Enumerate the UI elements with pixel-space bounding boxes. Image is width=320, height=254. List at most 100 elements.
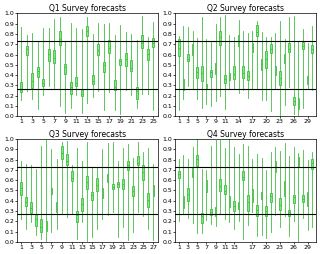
PathPatch shape — [242, 66, 244, 78]
PathPatch shape — [107, 174, 108, 182]
PathPatch shape — [201, 66, 203, 81]
PathPatch shape — [53, 50, 55, 63]
PathPatch shape — [284, 54, 285, 63]
PathPatch shape — [228, 73, 230, 80]
PathPatch shape — [233, 66, 235, 78]
PathPatch shape — [252, 189, 253, 202]
PathPatch shape — [147, 49, 148, 60]
PathPatch shape — [20, 182, 22, 195]
PathPatch shape — [270, 44, 272, 53]
PathPatch shape — [192, 168, 193, 177]
Title: Q2 Survey forecasts: Q2 Survey forecasts — [207, 4, 284, 13]
PathPatch shape — [76, 211, 78, 222]
PathPatch shape — [153, 185, 154, 196]
PathPatch shape — [238, 35, 239, 46]
PathPatch shape — [183, 196, 184, 208]
PathPatch shape — [112, 184, 114, 189]
PathPatch shape — [114, 80, 116, 90]
PathPatch shape — [148, 193, 149, 207]
PathPatch shape — [178, 39, 180, 56]
PathPatch shape — [238, 202, 239, 209]
PathPatch shape — [178, 171, 180, 178]
PathPatch shape — [103, 62, 105, 72]
PathPatch shape — [71, 171, 73, 181]
PathPatch shape — [31, 73, 33, 88]
PathPatch shape — [298, 98, 299, 109]
PathPatch shape — [137, 156, 139, 165]
PathPatch shape — [220, 31, 221, 45]
PathPatch shape — [247, 195, 249, 211]
PathPatch shape — [117, 182, 119, 187]
PathPatch shape — [64, 64, 66, 74]
PathPatch shape — [35, 214, 37, 226]
PathPatch shape — [210, 70, 212, 77]
PathPatch shape — [293, 195, 295, 203]
PathPatch shape — [86, 26, 88, 36]
PathPatch shape — [302, 42, 304, 49]
PathPatch shape — [127, 161, 129, 170]
PathPatch shape — [81, 90, 83, 96]
PathPatch shape — [81, 198, 83, 211]
PathPatch shape — [293, 97, 295, 105]
Title: Q1 Survey forecasts: Q1 Survey forecasts — [49, 4, 126, 13]
PathPatch shape — [108, 40, 110, 53]
PathPatch shape — [141, 36, 143, 48]
PathPatch shape — [307, 76, 308, 84]
PathPatch shape — [302, 195, 304, 202]
PathPatch shape — [122, 179, 124, 189]
PathPatch shape — [205, 180, 207, 192]
PathPatch shape — [37, 67, 39, 77]
PathPatch shape — [307, 192, 308, 205]
PathPatch shape — [59, 31, 61, 45]
PathPatch shape — [130, 60, 132, 71]
PathPatch shape — [187, 188, 189, 201]
PathPatch shape — [183, 79, 184, 89]
PathPatch shape — [101, 188, 103, 198]
PathPatch shape — [298, 157, 299, 166]
PathPatch shape — [192, 44, 193, 55]
PathPatch shape — [92, 75, 94, 84]
PathPatch shape — [152, 38, 154, 47]
PathPatch shape — [56, 202, 58, 212]
PathPatch shape — [61, 146, 63, 159]
PathPatch shape — [233, 201, 235, 211]
PathPatch shape — [30, 202, 32, 213]
PathPatch shape — [97, 178, 98, 191]
PathPatch shape — [242, 171, 244, 180]
PathPatch shape — [311, 159, 313, 169]
PathPatch shape — [45, 221, 47, 231]
PathPatch shape — [75, 77, 77, 86]
PathPatch shape — [252, 43, 253, 52]
PathPatch shape — [86, 176, 88, 188]
PathPatch shape — [228, 196, 230, 207]
PathPatch shape — [142, 165, 144, 180]
PathPatch shape — [261, 192, 262, 199]
PathPatch shape — [42, 80, 44, 86]
PathPatch shape — [196, 67, 198, 78]
PathPatch shape — [70, 82, 72, 93]
PathPatch shape — [205, 84, 207, 88]
PathPatch shape — [40, 219, 42, 232]
PathPatch shape — [256, 25, 258, 36]
PathPatch shape — [26, 45, 28, 55]
PathPatch shape — [279, 198, 281, 210]
PathPatch shape — [284, 181, 285, 196]
PathPatch shape — [215, 208, 216, 216]
PathPatch shape — [125, 53, 127, 66]
PathPatch shape — [66, 154, 68, 165]
PathPatch shape — [270, 193, 272, 202]
Title: Q4 Survey forecasts: Q4 Survey forecasts — [207, 130, 284, 139]
PathPatch shape — [224, 75, 226, 83]
PathPatch shape — [288, 43, 290, 52]
PathPatch shape — [256, 205, 258, 216]
PathPatch shape — [136, 87, 138, 99]
PathPatch shape — [201, 213, 203, 223]
PathPatch shape — [97, 44, 99, 55]
PathPatch shape — [196, 155, 198, 166]
PathPatch shape — [20, 82, 22, 92]
PathPatch shape — [210, 209, 212, 215]
PathPatch shape — [279, 71, 281, 85]
PathPatch shape — [275, 66, 276, 75]
PathPatch shape — [119, 59, 121, 65]
PathPatch shape — [187, 54, 189, 61]
